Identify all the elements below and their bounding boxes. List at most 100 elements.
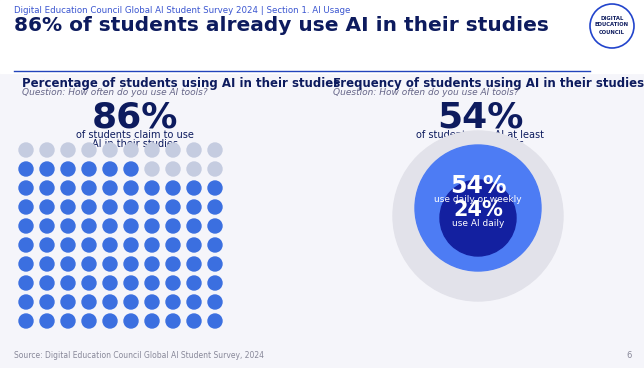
- Text: Digital Education Council Global AI Student Survey 2024 | Section 1. AI Usage: Digital Education Council Global AI Stud…: [14, 6, 350, 15]
- Circle shape: [103, 219, 117, 233]
- Circle shape: [166, 238, 180, 252]
- Circle shape: [103, 295, 117, 309]
- Circle shape: [103, 238, 117, 252]
- Text: EDUCATION: EDUCATION: [595, 22, 629, 28]
- Circle shape: [61, 181, 75, 195]
- Circle shape: [145, 295, 159, 309]
- Text: 86% of students already use AI in their studies: 86% of students already use AI in their …: [14, 16, 549, 35]
- Circle shape: [19, 200, 33, 214]
- Circle shape: [187, 162, 201, 176]
- Circle shape: [166, 314, 180, 328]
- Circle shape: [124, 181, 138, 195]
- Circle shape: [145, 200, 159, 214]
- Circle shape: [145, 276, 159, 290]
- Circle shape: [40, 200, 54, 214]
- Text: of students claim to use: of students claim to use: [76, 130, 194, 140]
- Circle shape: [61, 314, 75, 328]
- Circle shape: [124, 276, 138, 290]
- Text: Question: How often do you use AI tools?: Question: How often do you use AI tools?: [22, 88, 207, 97]
- Circle shape: [187, 181, 201, 195]
- Circle shape: [124, 295, 138, 309]
- Circle shape: [166, 200, 180, 214]
- Circle shape: [103, 143, 117, 157]
- Circle shape: [145, 181, 159, 195]
- Circle shape: [145, 238, 159, 252]
- Circle shape: [19, 143, 33, 157]
- Circle shape: [82, 162, 96, 176]
- Text: Percentage of students using AI in their studies: Percentage of students using AI in their…: [22, 77, 340, 90]
- Circle shape: [166, 143, 180, 157]
- Circle shape: [19, 219, 33, 233]
- Circle shape: [82, 257, 96, 271]
- Circle shape: [61, 143, 75, 157]
- Text: Question: How often do you use AI tools?: Question: How often do you use AI tools?: [333, 88, 518, 97]
- Text: Frequency of students using AI in their studies: Frequency of students using AI in their …: [333, 77, 644, 90]
- Circle shape: [208, 143, 222, 157]
- Bar: [0, 0, 644, 73]
- Circle shape: [145, 314, 159, 328]
- Circle shape: [166, 276, 180, 290]
- Circle shape: [440, 180, 516, 256]
- Circle shape: [187, 238, 201, 252]
- Circle shape: [208, 314, 222, 328]
- Circle shape: [103, 162, 117, 176]
- Circle shape: [103, 276, 117, 290]
- Circle shape: [19, 257, 33, 271]
- Circle shape: [187, 257, 201, 271]
- Circle shape: [124, 238, 138, 252]
- Circle shape: [61, 276, 75, 290]
- Circle shape: [82, 276, 96, 290]
- Circle shape: [19, 181, 33, 195]
- Circle shape: [61, 257, 75, 271]
- Circle shape: [166, 295, 180, 309]
- Circle shape: [208, 276, 222, 290]
- Circle shape: [40, 257, 54, 271]
- Circle shape: [208, 162, 222, 176]
- Circle shape: [124, 257, 138, 271]
- Text: 86%: 86%: [92, 100, 178, 134]
- Circle shape: [166, 181, 180, 195]
- Circle shape: [145, 162, 159, 176]
- Circle shape: [82, 143, 96, 157]
- Circle shape: [208, 219, 222, 233]
- Circle shape: [82, 181, 96, 195]
- Circle shape: [208, 200, 222, 214]
- Circle shape: [61, 162, 75, 176]
- Circle shape: [40, 238, 54, 252]
- Circle shape: [40, 219, 54, 233]
- Circle shape: [187, 200, 201, 214]
- Circle shape: [40, 295, 54, 309]
- Circle shape: [187, 295, 201, 309]
- Text: on a weekly basis: on a weekly basis: [437, 139, 524, 149]
- Circle shape: [166, 219, 180, 233]
- Circle shape: [19, 276, 33, 290]
- Circle shape: [187, 219, 201, 233]
- Text: DIGITAL: DIGITAL: [600, 15, 623, 21]
- Circle shape: [103, 314, 117, 328]
- Circle shape: [124, 219, 138, 233]
- Circle shape: [19, 314, 33, 328]
- Circle shape: [19, 162, 33, 176]
- Circle shape: [40, 143, 54, 157]
- Circle shape: [40, 276, 54, 290]
- Circle shape: [61, 219, 75, 233]
- Circle shape: [61, 295, 75, 309]
- Circle shape: [590, 4, 634, 48]
- Circle shape: [415, 145, 541, 271]
- Circle shape: [124, 162, 138, 176]
- Circle shape: [82, 219, 96, 233]
- Circle shape: [145, 219, 159, 233]
- Text: COUNCIL: COUNCIL: [599, 29, 625, 35]
- Circle shape: [208, 295, 222, 309]
- Text: Source: Digital Education Council Global AI Student Survey, 2024: Source: Digital Education Council Global…: [14, 351, 264, 360]
- Circle shape: [103, 200, 117, 214]
- Text: 24%: 24%: [453, 200, 503, 220]
- Circle shape: [166, 257, 180, 271]
- Circle shape: [145, 143, 159, 157]
- Circle shape: [145, 257, 159, 271]
- Circle shape: [82, 238, 96, 252]
- Circle shape: [124, 314, 138, 328]
- Circle shape: [124, 200, 138, 214]
- Circle shape: [82, 314, 96, 328]
- Circle shape: [208, 238, 222, 252]
